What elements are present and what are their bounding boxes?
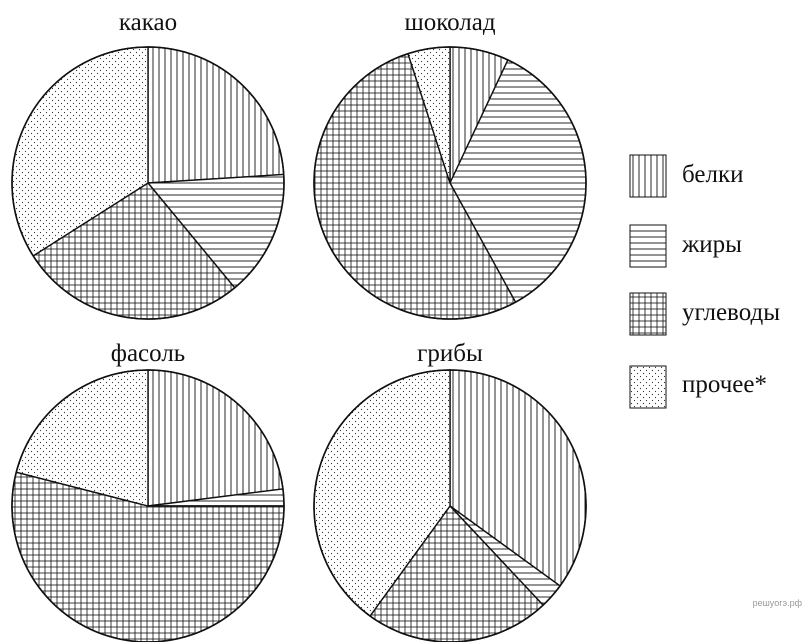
legend-item-belki: белки [629,154,744,198]
pie-chart-fasol: фасоль [11,340,285,642]
legend: белки жиры углеводы прочее* [629,154,780,409]
legend-label-zhiry: жиры [681,231,742,258]
chart-title-kakao: какао [119,9,177,36]
legend-swatch-belki [629,154,667,198]
pie-slice-belki [147,46,285,184]
pie-outline [11,369,285,642]
legend-item-prochee: прочее* [629,365,767,409]
pie-chart-shokolad: шоколад [313,9,587,320]
watermark: решуогэ.рф [753,598,803,608]
pie-slices-shokolad [313,46,587,320]
legend-swatch-prochee [629,365,667,409]
pie-slices-griby [313,369,587,642]
chart-title-fasol: фасоль [111,340,185,367]
legend-swatch-uglevody [629,292,667,336]
chart-title-griby: грибы [417,340,483,367]
pie-outline [11,46,285,320]
legend-swatch-zhiry [629,224,667,268]
pie-slices-fasol [11,369,285,642]
legend-item-zhiry: жиры [629,224,742,268]
legend-label-prochee: прочее* [682,371,767,398]
pie-outline [313,46,587,320]
chart-title-shokolad: шоколад [404,9,495,36]
pie-chart-griby: грибы [313,340,587,642]
pie-slices-kakao [11,46,285,320]
legend-label-uglevody: углеводы [682,299,780,326]
pie-slice-belki [147,369,284,507]
pie-chart-kakao: какао [11,9,285,320]
legend-label-belki: белки [682,161,744,188]
pie-outline [313,369,587,642]
legend-item-uglevody: углеводы [629,292,780,336]
